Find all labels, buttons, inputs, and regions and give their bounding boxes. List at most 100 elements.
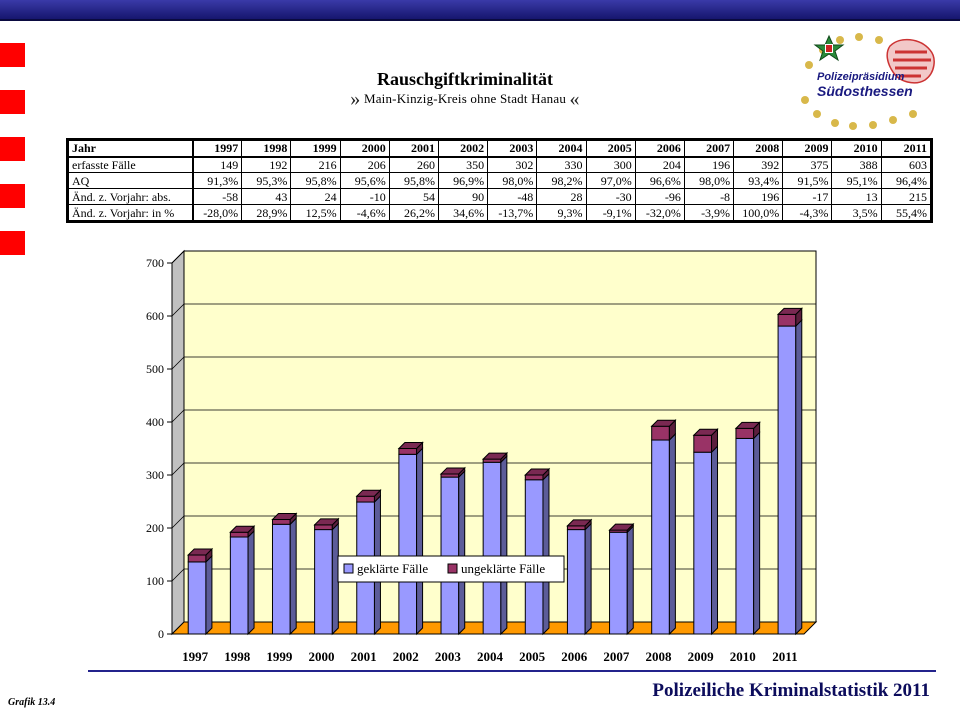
bar-cleared xyxy=(314,529,333,635)
bar-top xyxy=(355,489,382,497)
x-tick-label: 2000 xyxy=(308,649,334,664)
table-header-cell: 2010 xyxy=(831,140,882,158)
gridline xyxy=(171,409,816,423)
logo-text-line2: Südosthessen xyxy=(817,83,913,99)
table-header-cell: 2008 xyxy=(733,140,784,158)
table-cell: -4,3% xyxy=(782,204,833,221)
table-cell: 43 xyxy=(241,188,292,205)
bar-top xyxy=(608,523,635,531)
x-tick-label: 1998 xyxy=(224,649,251,664)
gridline xyxy=(171,250,816,264)
table-cell: 54 xyxy=(388,188,439,205)
page-title: Rauschgiftkriminalität xyxy=(376,69,553,89)
y-tick-label: 300 xyxy=(146,468,164,482)
table-cell: 100,0% xyxy=(733,204,784,221)
bar-cleared-side xyxy=(668,432,676,636)
red-square xyxy=(0,90,25,114)
legend-swatch xyxy=(447,563,458,574)
bar-top xyxy=(397,442,424,449)
y-tick-label: 600 xyxy=(146,309,164,323)
table-cell: 98,2% xyxy=(536,172,587,189)
x-tick-label: 2003 xyxy=(435,649,462,664)
table-cell: 28 xyxy=(536,188,587,205)
bar-chart: 0 100 200 300 400 500 600 700 1997 1998 1999 2000 20… xyxy=(146,249,818,664)
legend-label: geklärte Fälle xyxy=(357,561,428,576)
bar-cleared-side xyxy=(584,522,592,636)
bar-top xyxy=(229,525,256,533)
bar-uncleared xyxy=(566,525,586,531)
x-tick-label: 2007 xyxy=(603,649,630,664)
table-header-cell: 2002 xyxy=(437,140,489,158)
bar-top xyxy=(692,428,719,436)
table-header-cell: 2003 xyxy=(487,140,538,158)
table-cell: 26,2% xyxy=(388,204,439,221)
bar-cleared-side xyxy=(753,431,761,636)
x-tick-label: 2001 xyxy=(351,649,377,664)
table-cell: 302 xyxy=(487,156,538,173)
table-cell: -8 xyxy=(683,188,735,205)
table-cell: 300 xyxy=(585,156,636,173)
table-cell: 95,3% xyxy=(241,172,292,189)
table-cell: 98,0% xyxy=(487,172,538,189)
table-cell: -96 xyxy=(634,188,685,205)
subtitle-text: Main-Kinzig-Kreis ohne Stadt Hanau xyxy=(363,91,567,106)
table-cell: 375 xyxy=(782,156,833,173)
table-header-cell: 2000 xyxy=(339,140,390,158)
table-cell: 388 xyxy=(831,156,882,173)
side-decoration xyxy=(0,43,25,278)
bar-cleared xyxy=(651,439,670,635)
logo-star-badge-icon xyxy=(813,34,845,62)
page-subtitle: » Main-Kinzig-Kreis ohne Stadt Hanau « xyxy=(250,89,680,109)
table-cell: 603 xyxy=(880,156,932,173)
bar-top xyxy=(187,548,214,556)
table-cell: 216 xyxy=(290,156,341,173)
x-tick-label: 2009 xyxy=(688,649,715,664)
table-cell: 350 xyxy=(437,156,489,173)
table-row: Änd. z. Vorjahr: in % -28,0% 28,9% 12,5% -4,… xyxy=(68,204,932,221)
chart-side-wall xyxy=(171,249,185,636)
table-header-cell: 2009 xyxy=(782,140,833,158)
y-tick-label: 700 xyxy=(146,256,164,270)
bar-cleared-side xyxy=(626,525,634,636)
bar-uncleared xyxy=(693,434,713,453)
bar-top xyxy=(566,519,593,527)
bar-top xyxy=(313,518,340,526)
table-cell: -4,6% xyxy=(339,204,390,221)
legend-swatch xyxy=(343,563,354,574)
table-row-label: Änd. z. Vorjahr: in % xyxy=(68,204,194,221)
bar-top xyxy=(481,452,509,460)
table-cell: 91,3% xyxy=(191,172,243,189)
y-tick-label: 200 xyxy=(146,521,164,535)
bar-uncleared xyxy=(314,524,333,531)
bar-cleared-side xyxy=(711,445,719,636)
y-tick-label: 500 xyxy=(146,362,164,376)
x-tick-label: 2008 xyxy=(646,649,673,664)
hessen-lion-icon xyxy=(886,38,935,84)
bar-uncleared xyxy=(187,554,207,563)
table-cell: 24 xyxy=(290,188,341,205)
table-cell: 96,9% xyxy=(437,172,489,189)
bar-uncleared xyxy=(271,519,291,525)
table-header-cell: 1998 xyxy=(241,140,292,158)
red-square xyxy=(0,184,25,208)
table-row: Änd. z. Vorjahr: abs. -58 43 24 -10 54 90 -48 28… xyxy=(68,188,932,205)
bar-cleared-side xyxy=(247,529,255,636)
x-tick-label: 2005 xyxy=(519,649,546,664)
x-tick-label: 1999 xyxy=(266,649,293,664)
bar-cleared-side xyxy=(795,318,803,636)
y-tick-label: 100 xyxy=(146,574,164,588)
table-cell: 9,3% xyxy=(536,204,587,221)
table-header-cell: 1997 xyxy=(191,140,243,158)
table-cell: 215 xyxy=(880,188,932,205)
table-cell: 206 xyxy=(339,156,390,173)
bar-cleared-side xyxy=(542,472,550,636)
bar-uncleared xyxy=(777,313,797,327)
bar-uncleared xyxy=(735,427,755,439)
table-header-cell: Jahr xyxy=(68,140,194,158)
statistics-table: Jahr 1997 1998 1999 2000 2001 2002 2003 2004 2005… xyxy=(66,138,933,223)
bar-uncleared xyxy=(524,474,544,481)
table-cell: 96,4% xyxy=(880,172,932,189)
bar-cleared xyxy=(482,461,502,635)
bar-top xyxy=(439,467,466,475)
table-cell: -17 xyxy=(782,188,833,205)
